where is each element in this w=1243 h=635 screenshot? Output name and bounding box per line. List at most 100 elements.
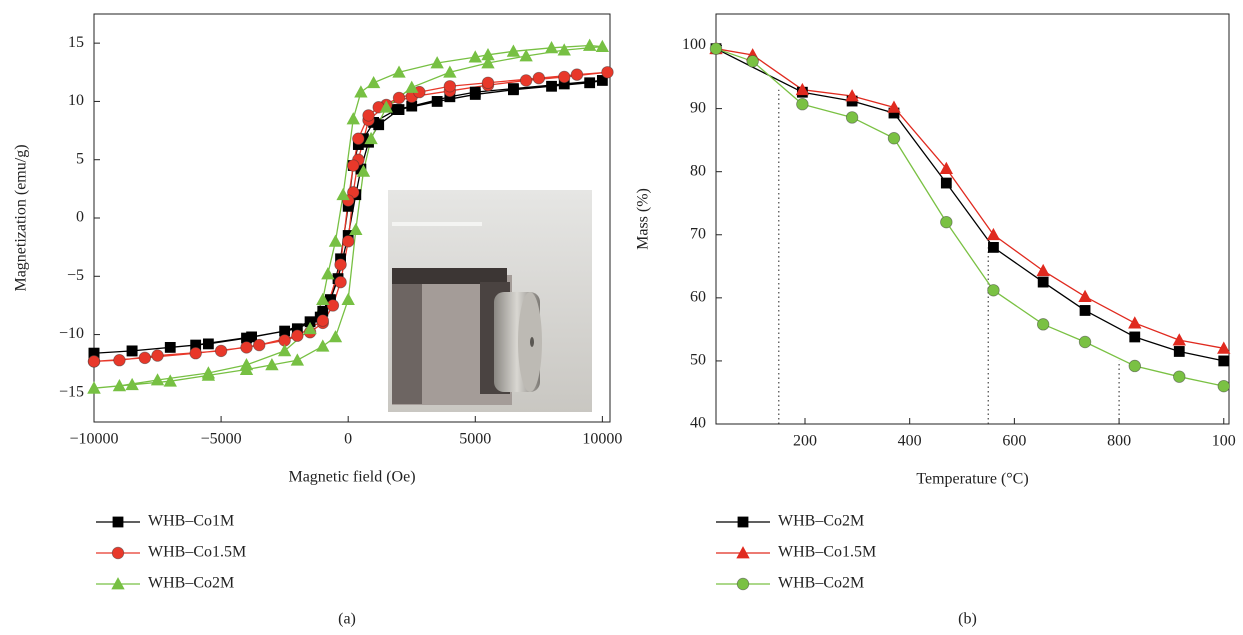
marker — [887, 132, 901, 145]
x-tick-label: 5000 — [459, 431, 491, 448]
marker — [570, 68, 584, 81]
marker — [796, 97, 809, 111]
marker — [291, 329, 304, 342]
marker — [1217, 341, 1231, 354]
marker — [138, 351, 152, 365]
marker — [988, 241, 999, 253]
marker — [239, 358, 254, 371]
marker — [150, 373, 165, 386]
caption: (b) — [958, 611, 977, 628]
marker — [508, 83, 519, 95]
legend-label: WHB–Co1.5M — [148, 544, 246, 561]
marker — [253, 338, 266, 352]
x-axis-label: Temperature (°C) — [916, 471, 1028, 488]
marker — [519, 49, 533, 62]
y-tick-label: 50 — [690, 352, 706, 369]
marker — [316, 314, 329, 327]
marker — [334, 258, 347, 271]
marker — [1173, 346, 1185, 357]
legend-marker — [736, 577, 750, 591]
marker — [558, 70, 571, 84]
x-tick-label: 200 — [793, 433, 817, 450]
marker — [112, 379, 127, 392]
marker — [392, 65, 406, 78]
marker — [1128, 316, 1142, 329]
marker — [346, 112, 360, 125]
marker — [321, 267, 335, 280]
marker — [349, 222, 363, 236]
marker — [595, 39, 610, 53]
marker — [366, 75, 381, 89]
marker — [544, 40, 559, 54]
series-line — [715, 48, 1224, 349]
legend-marker — [736, 546, 750, 559]
marker — [887, 100, 901, 113]
series-line — [715, 48, 1224, 387]
y-axis-label: Mass (%) — [635, 188, 652, 250]
marker — [532, 71, 546, 85]
marker — [1078, 289, 1092, 302]
marker — [356, 164, 371, 177]
marker — [341, 292, 355, 305]
plot-frame — [715, 13, 1230, 425]
marker — [601, 66, 614, 79]
marker — [468, 50, 482, 63]
marker — [845, 89, 859, 102]
x-tick-label: −5000 — [201, 431, 242, 448]
marker — [290, 353, 305, 366]
marker — [481, 47, 495, 61]
x-tick-label: 600 — [1002, 433, 1026, 450]
legend-label: WHB–Co2M — [778, 575, 864, 592]
legend-marker — [112, 516, 124, 528]
marker — [277, 344, 292, 357]
marker — [240, 341, 253, 354]
marker — [246, 331, 257, 343]
marker — [795, 82, 810, 96]
y-tick-label: 90 — [690, 99, 706, 116]
x-axis-label: Magnetic field (Oe) — [288, 469, 415, 486]
marker — [940, 215, 953, 229]
marker — [1218, 355, 1230, 367]
marker — [316, 339, 330, 352]
marker — [113, 354, 126, 367]
marker — [125, 377, 139, 391]
marker — [201, 366, 216, 379]
y-tick-label: 10 — [68, 92, 84, 109]
marker — [164, 341, 176, 353]
y-tick-label: −10 — [59, 325, 84, 342]
legend-label: WHB–Co2M — [778, 513, 864, 530]
marker — [557, 43, 571, 56]
y-tick-label: −5 — [67, 267, 84, 284]
marker — [546, 80, 557, 92]
y-tick-label: 15 — [68, 34, 84, 51]
x-tick-label: 400 — [898, 433, 922, 450]
marker — [709, 42, 723, 55]
marker — [336, 187, 350, 201]
marker — [364, 131, 378, 145]
marker — [431, 96, 443, 107]
marker — [303, 321, 317, 335]
y-tick-label: 5 — [76, 150, 84, 167]
marker — [392, 91, 406, 105]
marker — [430, 56, 444, 69]
marker — [1129, 331, 1141, 343]
marker — [584, 77, 596, 89]
marker — [405, 80, 419, 93]
x-tick-label: 100 — [1212, 433, 1236, 450]
marker — [126, 345, 138, 357]
marker — [506, 44, 521, 57]
marker — [354, 85, 368, 98]
legend-label: WHB–Co2M — [148, 575, 234, 592]
marker — [328, 330, 343, 343]
marker — [326, 299, 340, 312]
marker — [1173, 370, 1186, 383]
marker — [391, 104, 402, 115]
y-tick-label: 40 — [690, 415, 706, 432]
marker — [519, 74, 533, 87]
y-tick-label: 70 — [690, 225, 706, 242]
legend-label: WHB–Co1.5M — [778, 544, 876, 561]
legend-label: WHB–Co1M — [148, 513, 234, 530]
marker — [1128, 359, 1141, 373]
